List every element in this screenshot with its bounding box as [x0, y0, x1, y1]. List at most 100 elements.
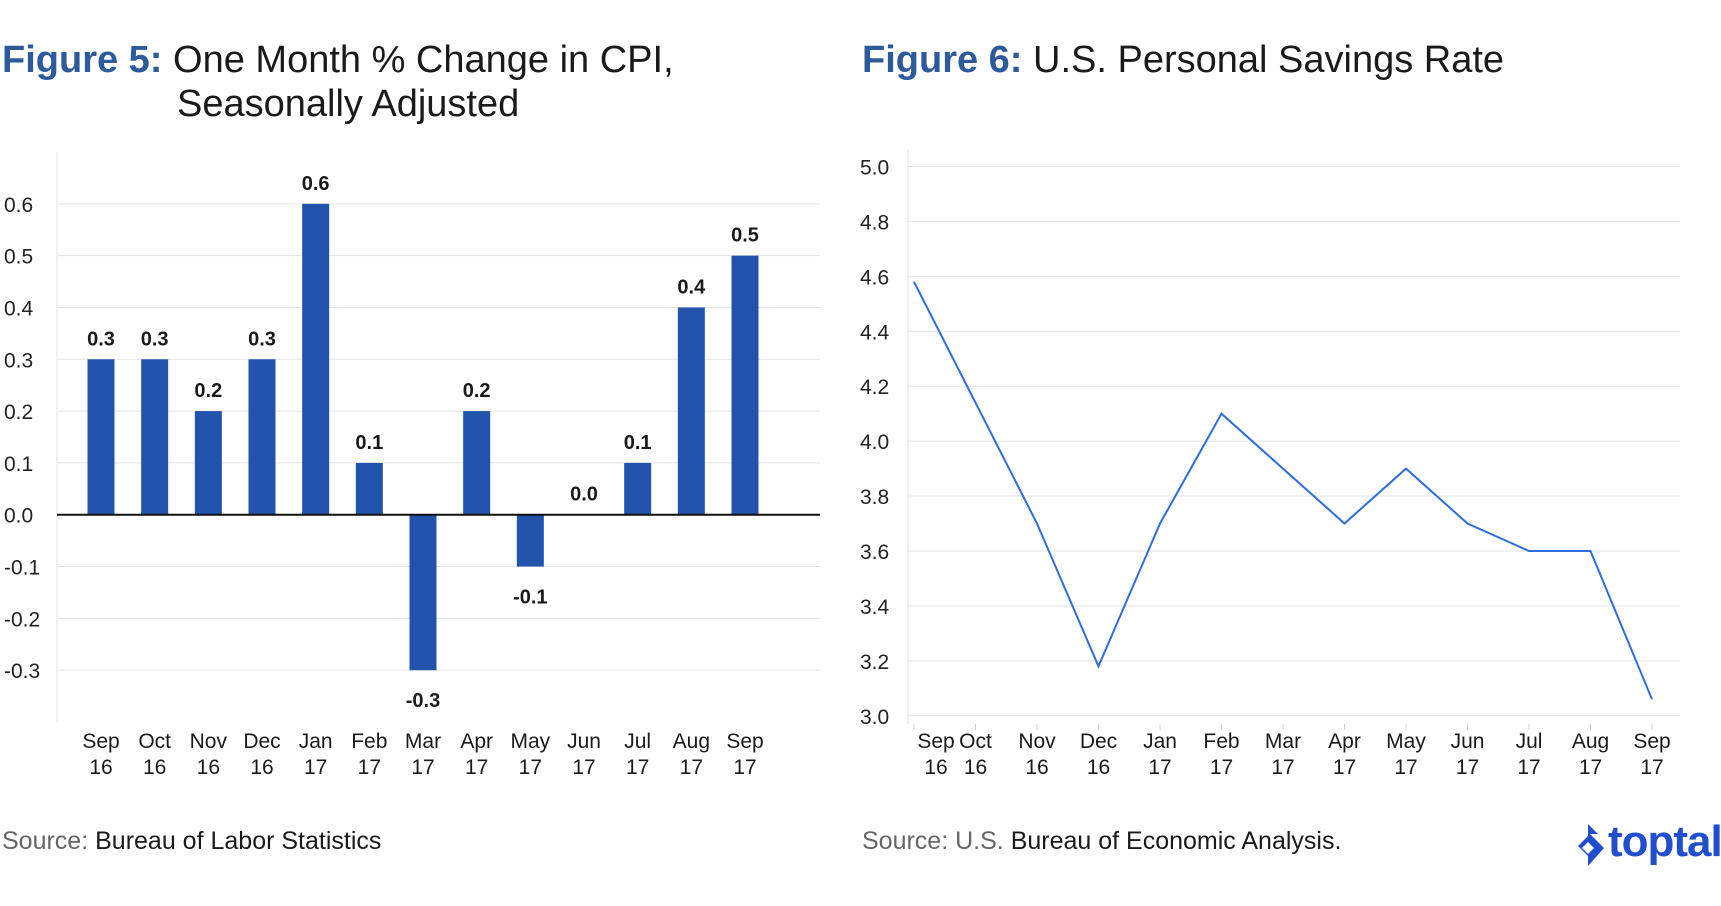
- data-label: 0.3: [141, 328, 169, 350]
- x-tick-label: Nov: [190, 730, 228, 753]
- x-tick-label: 17: [358, 756, 381, 779]
- x-tick-label: Nov: [1018, 730, 1056, 753]
- data-label: 0.4: [677, 276, 706, 298]
- bar: [141, 359, 169, 515]
- bar: [355, 462, 383, 515]
- x-tick-label: Jan: [299, 730, 333, 753]
- y-tick-label: 4.4: [860, 321, 890, 344]
- data-label: 0.2: [463, 380, 491, 402]
- y-tick-label: 5.0: [860, 156, 889, 179]
- x-tick-label: 17: [1579, 756, 1602, 779]
- data-label: -0.1: [513, 587, 547, 609]
- x-tick-label: Mar: [1265, 730, 1301, 753]
- y-tick-label: 0.6: [4, 194, 33, 217]
- x-tick-label: Jan: [1143, 730, 1177, 753]
- y-tick-label: -0.3: [4, 660, 40, 683]
- y-tick-label: 4.2: [860, 376, 889, 399]
- data-label: -0.3: [406, 690, 440, 712]
- x-tick-label: Oct: [138, 730, 171, 753]
- x-tick-label: 17: [465, 756, 488, 779]
- y-tick-label: 4.6: [860, 266, 889, 289]
- toptal-logo-text: toptal: [1608, 817, 1721, 866]
- x-tick-label: Aug: [673, 730, 710, 753]
- x-tick-label: Dec: [243, 730, 280, 753]
- x-tick-label: Oct: [959, 730, 992, 753]
- data-label: 0.3: [87, 328, 115, 350]
- x-tick-label: 17: [519, 756, 542, 779]
- figure5-label: Figure 5:: [2, 39, 163, 81]
- y-tick-label: 4.0: [860, 431, 889, 454]
- y-tick-label: 0.4: [4, 297, 34, 320]
- x-tick-label: 17: [733, 756, 756, 779]
- figure5-title: Figure 5: One Month % Change in CPI, Sea…: [2, 38, 832, 126]
- x-tick-label: 17: [1333, 756, 1356, 779]
- x-tick-label: 17: [304, 756, 327, 779]
- x-tick-label: 17: [1456, 756, 1479, 779]
- bar: [677, 307, 705, 515]
- data-label: 0.2: [194, 380, 222, 402]
- bar: [194, 411, 222, 515]
- x-tick-label: May: [1386, 730, 1426, 753]
- y-tick-label: 0.5: [4, 246, 33, 269]
- series-line: [913, 281, 1653, 700]
- x-tick-label: 16: [250, 756, 273, 779]
- figure6-source-label: Source: U.S.: [862, 827, 1004, 855]
- x-tick-label: 16: [1025, 756, 1048, 779]
- figure5-title-line2: Seasonally Adjusted: [177, 83, 520, 125]
- x-tick-label: Sep: [726, 730, 763, 753]
- bar: [463, 411, 491, 515]
- x-tick-label: 16: [143, 756, 166, 779]
- y-tick-label: -0.2: [4, 608, 40, 631]
- figure5-source: Source: Bureau of Labor Statistics: [2, 826, 381, 856]
- x-tick-label: Dec: [1080, 730, 1117, 753]
- x-tick-label: 16: [1087, 756, 1110, 779]
- data-label: 0.0: [570, 484, 598, 506]
- data-label: 0.3: [248, 328, 276, 350]
- x-tick-label: Jun: [567, 730, 601, 753]
- x-tick-label: 16: [89, 756, 112, 779]
- data-label: 0.6: [302, 173, 330, 195]
- y-tick-label: 0.3: [4, 349, 33, 372]
- x-tick-label: 16: [924, 756, 947, 779]
- x-tick-label: 17: [680, 756, 703, 779]
- x-tick-label: Feb: [351, 730, 387, 753]
- figure6-title-text: U.S. Personal Savings Rate: [1033, 39, 1505, 81]
- y-tick-label: 4.8: [860, 211, 889, 234]
- x-tick-label: 17: [1517, 756, 1540, 779]
- x-tick-label: Aug: [1572, 730, 1609, 753]
- x-tick-label: Jul: [624, 730, 651, 753]
- y-tick-label: 0.1: [4, 453, 33, 476]
- x-tick-label: Jul: [1516, 730, 1543, 753]
- data-label: 0.1: [355, 432, 383, 454]
- bar: [302, 203, 330, 515]
- x-tick-label: Apr: [1328, 730, 1361, 753]
- x-tick-label: Jun: [1451, 730, 1485, 753]
- data-label: 0.1: [624, 432, 652, 454]
- x-tick-label: 17: [1148, 756, 1171, 779]
- x-tick-label: Sep: [82, 730, 119, 753]
- x-tick-label: 17: [572, 756, 595, 779]
- x-tick-label: 17: [1394, 756, 1417, 779]
- bar: [516, 514, 544, 567]
- bar: [87, 359, 115, 515]
- x-tick-label: 16: [197, 756, 220, 779]
- x-tick-label: Feb: [1203, 730, 1239, 753]
- x-tick-label: May: [510, 730, 550, 753]
- bar: [731, 255, 759, 515]
- x-tick-label: 17: [1271, 756, 1294, 779]
- bar: [248, 359, 276, 515]
- y-tick-label: 0.2: [4, 401, 33, 424]
- y-tick-label: 0.0: [4, 505, 33, 528]
- figure6-source-text: Bureau of Economic Analysis.: [1010, 827, 1342, 855]
- x-tick-label: 17: [1210, 756, 1233, 779]
- figure6-title: Figure 6: U.S. Personal Savings Rate: [862, 38, 1642, 82]
- figure5-source-label: Source:: [2, 827, 89, 855]
- toptal-logo[interactable]: toptal: [1574, 812, 1721, 874]
- x-tick-label: 17: [411, 756, 434, 779]
- data-label: 0.5: [731, 225, 759, 247]
- x-tick-label: Sep: [917, 730, 954, 753]
- x-tick-label: 17: [626, 756, 649, 779]
- x-tick-label: Sep: [1633, 730, 1670, 753]
- y-tick-label: 3.2: [860, 651, 889, 674]
- y-tick-label: 3.4: [860, 596, 890, 619]
